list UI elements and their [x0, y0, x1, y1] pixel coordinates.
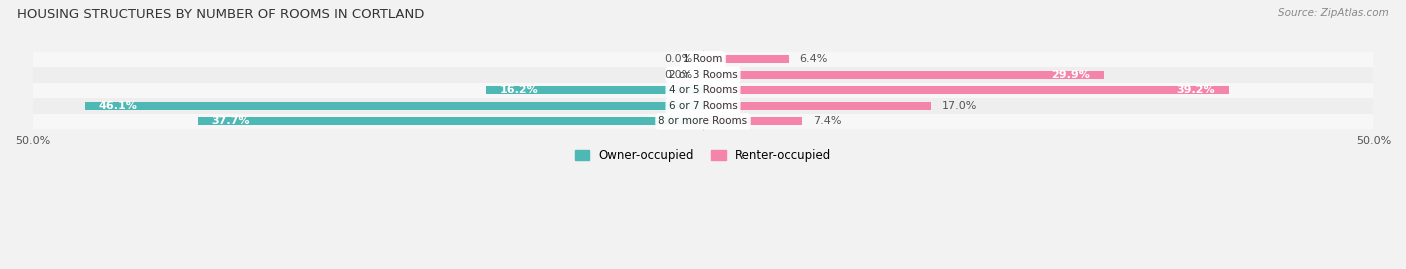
Bar — [486, 86, 703, 94]
Text: 6.4%: 6.4% — [800, 54, 828, 64]
Text: 0.0%: 0.0% — [664, 70, 692, 80]
Bar — [84, 102, 703, 110]
Bar — [703, 86, 1229, 94]
Text: 4 or 5 Rooms: 4 or 5 Rooms — [669, 85, 737, 95]
Text: 16.2%: 16.2% — [499, 85, 538, 95]
Bar — [197, 117, 703, 125]
Bar — [703, 71, 1104, 79]
Text: 2 or 3 Rooms: 2 or 3 Rooms — [669, 70, 737, 80]
Bar — [32, 98, 1374, 114]
Legend: Owner-occupied, Renter-occupied: Owner-occupied, Renter-occupied — [569, 144, 837, 167]
Bar — [32, 67, 1374, 83]
Bar — [703, 117, 803, 125]
Bar — [32, 114, 1374, 129]
Text: 29.9%: 29.9% — [1052, 70, 1091, 80]
Text: 0.0%: 0.0% — [664, 54, 692, 64]
Text: 7.4%: 7.4% — [813, 116, 841, 126]
Text: 46.1%: 46.1% — [98, 101, 138, 111]
Text: 37.7%: 37.7% — [211, 116, 249, 126]
Text: 8 or more Rooms: 8 or more Rooms — [658, 116, 748, 126]
Text: HOUSING STRUCTURES BY NUMBER OF ROOMS IN CORTLAND: HOUSING STRUCTURES BY NUMBER OF ROOMS IN… — [17, 8, 425, 21]
Text: Source: ZipAtlas.com: Source: ZipAtlas.com — [1278, 8, 1389, 18]
Bar — [703, 102, 931, 110]
Text: 17.0%: 17.0% — [942, 101, 977, 111]
Bar — [703, 55, 789, 63]
Text: 6 or 7 Rooms: 6 or 7 Rooms — [669, 101, 737, 111]
Text: 1 Room: 1 Room — [683, 54, 723, 64]
Bar — [32, 83, 1374, 98]
Bar — [32, 52, 1374, 67]
Text: 39.2%: 39.2% — [1177, 85, 1215, 95]
